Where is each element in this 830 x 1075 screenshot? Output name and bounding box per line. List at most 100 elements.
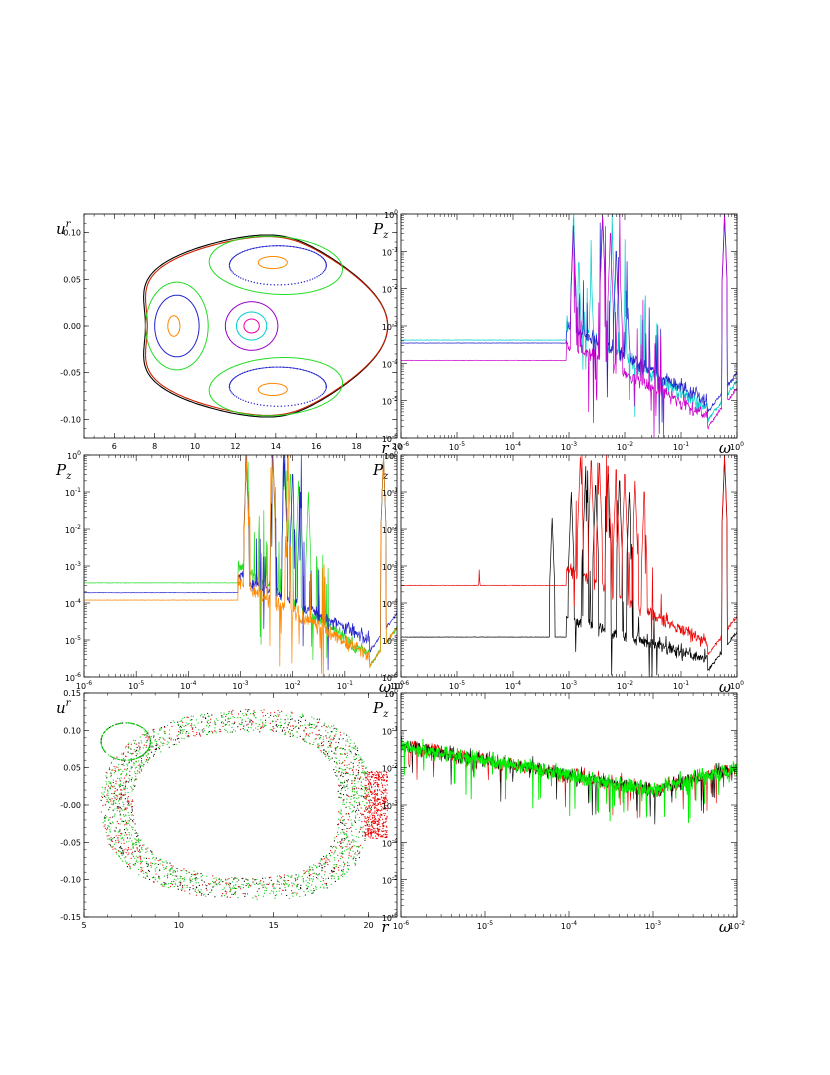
section-point bbox=[133, 749, 135, 751]
section-point bbox=[371, 773, 374, 775]
section-point bbox=[337, 866, 339, 869]
orbit-point bbox=[300, 281, 303, 284]
section-point bbox=[286, 727, 288, 729]
section-point bbox=[352, 810, 354, 812]
section-point bbox=[378, 777, 380, 779]
section-point bbox=[350, 767, 352, 769]
section-point bbox=[122, 757, 125, 760]
section-point bbox=[209, 883, 212, 885]
section-point bbox=[161, 861, 164, 863]
section-point bbox=[145, 755, 148, 757]
section-point bbox=[129, 779, 131, 781]
section-point bbox=[366, 816, 369, 818]
section-point bbox=[249, 713, 252, 715]
section-point bbox=[316, 718, 318, 720]
section-point bbox=[228, 711, 230, 713]
section-point bbox=[165, 883, 167, 886]
section-point bbox=[172, 870, 174, 872]
section-point bbox=[333, 875, 335, 877]
section-point bbox=[215, 732, 217, 734]
section-point bbox=[172, 739, 174, 741]
section-point bbox=[274, 897, 276, 899]
section-point bbox=[206, 721, 208, 723]
section-point bbox=[185, 870, 188, 872]
section-point bbox=[179, 732, 181, 734]
section-point bbox=[343, 819, 345, 821]
section-point bbox=[210, 891, 212, 893]
section-point bbox=[140, 770, 143, 772]
section-point bbox=[384, 821, 386, 823]
section-point bbox=[150, 850, 152, 852]
section-point bbox=[157, 733, 159, 735]
section-point bbox=[356, 813, 358, 815]
section-point bbox=[110, 845, 112, 848]
section-point bbox=[354, 758, 357, 760]
section-point bbox=[288, 875, 290, 877]
section-point bbox=[159, 878, 161, 880]
section-point bbox=[120, 808, 122, 810]
section-point bbox=[190, 879, 192, 882]
section-point bbox=[110, 774, 112, 777]
y-tick-label: 10-1 bbox=[382, 725, 398, 736]
section-point bbox=[292, 882, 294, 884]
section-point bbox=[133, 758, 135, 760]
section-point bbox=[364, 788, 367, 791]
section-point bbox=[179, 880, 181, 882]
section-point bbox=[144, 731, 146, 733]
section-point bbox=[283, 874, 286, 876]
section-point bbox=[155, 742, 158, 745]
section-point bbox=[279, 877, 281, 880]
section-point bbox=[195, 873, 197, 875]
section-point bbox=[374, 801, 376, 803]
section-point bbox=[374, 796, 376, 798]
x-tick-label: 20 bbox=[392, 442, 402, 451]
section-point bbox=[358, 831, 360, 833]
section-point bbox=[126, 862, 128, 865]
section-point bbox=[351, 789, 353, 791]
section-point bbox=[364, 786, 366, 788]
section-point bbox=[140, 851, 142, 853]
section-point bbox=[327, 725, 330, 727]
section-point bbox=[333, 857, 336, 859]
section-point bbox=[270, 712, 272, 714]
section-point bbox=[262, 711, 264, 714]
middle-right-frame bbox=[400, 454, 738, 678]
section-point bbox=[220, 730, 222, 732]
section-point bbox=[193, 724, 195, 726]
section-point bbox=[111, 786, 114, 788]
y-tick-label: 10-5 bbox=[65, 635, 81, 646]
section-point bbox=[296, 731, 298, 733]
section-point bbox=[158, 876, 160, 878]
section-point bbox=[158, 739, 160, 741]
section-point bbox=[371, 793, 373, 796]
section-point bbox=[385, 779, 388, 782]
section-point bbox=[364, 795, 366, 798]
section-point bbox=[280, 883, 283, 885]
section-point bbox=[338, 869, 340, 871]
section-point bbox=[361, 759, 363, 761]
section-point bbox=[164, 867, 167, 869]
section-point bbox=[169, 870, 171, 872]
section-point bbox=[355, 757, 358, 760]
section-point bbox=[149, 757, 151, 759]
section-point bbox=[383, 814, 386, 817]
section-point bbox=[363, 772, 365, 774]
section-point bbox=[342, 772, 345, 774]
section-point bbox=[154, 750, 156, 753]
section-point bbox=[333, 870, 335, 873]
section-point bbox=[309, 869, 311, 871]
section-point bbox=[368, 823, 370, 825]
section-point bbox=[170, 882, 172, 885]
section-point bbox=[334, 850, 336, 852]
section-point bbox=[115, 842, 117, 844]
section-point bbox=[236, 881, 238, 883]
section-point bbox=[346, 767, 348, 769]
section-point bbox=[378, 821, 380, 824]
section-point bbox=[336, 864, 338, 866]
section-point bbox=[107, 785, 110, 787]
section-point bbox=[231, 731, 233, 733]
section-point bbox=[120, 838, 122, 840]
section-point bbox=[139, 855, 141, 857]
section-point bbox=[366, 778, 368, 780]
section-point bbox=[347, 779, 349, 781]
